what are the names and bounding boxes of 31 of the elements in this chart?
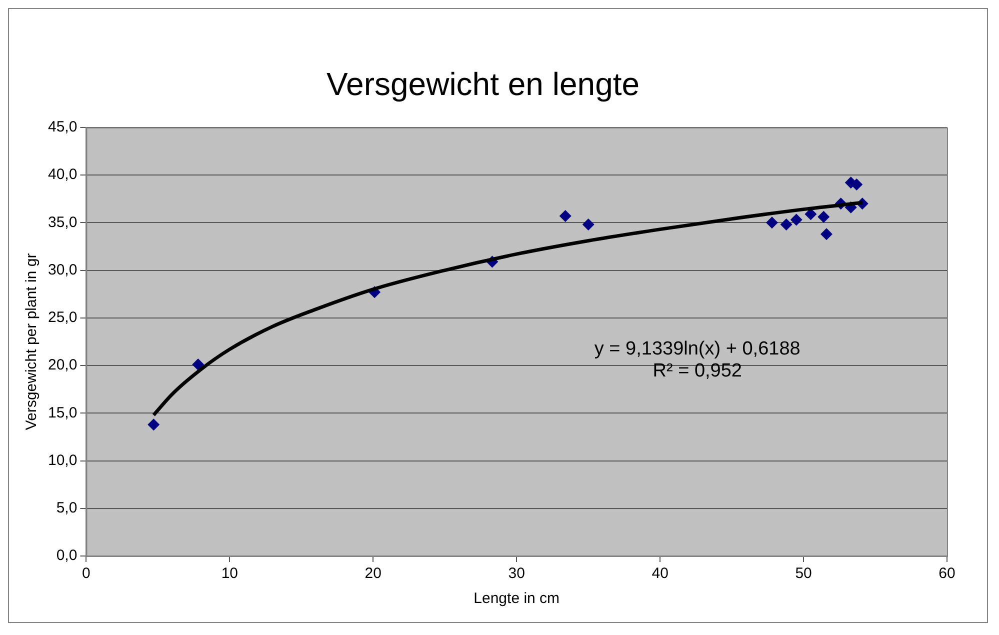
x-tick-label: 20 (364, 565, 382, 582)
x-tick-label: 30 (508, 565, 525, 582)
y-tick-label: 45,0 (48, 118, 78, 136)
x-tick-label: 0 (82, 565, 90, 582)
x-tick-label: 50 (795, 565, 812, 582)
point (818, 210, 830, 223)
point (820, 228, 832, 240)
point (766, 216, 778, 229)
y-tick-label: 20,0 (48, 356, 78, 374)
x-axis-title: Lengte in cm (474, 590, 560, 608)
point (192, 358, 204, 371)
y-tick-label: 40,0 (48, 166, 78, 184)
annotation: R² = 0,952 (652, 360, 742, 382)
point (790, 214, 802, 226)
y-tick-label: 15,0 (48, 404, 78, 422)
x-tick-label: 60 (938, 565, 956, 582)
x-tick-label: 10 (221, 565, 238, 582)
y-tick-label: 10,0 (48, 452, 78, 469)
y-axis-title: Versgewicht per plant in gr (23, 253, 40, 430)
point (148, 418, 160, 431)
point (559, 210, 572, 222)
chart-title: Versgewicht en lengte (326, 66, 640, 102)
y-tick-label: 25,0 (48, 309, 78, 326)
point (780, 218, 792, 231)
y-tick-label: 35,0 (48, 214, 78, 231)
point (582, 218, 594, 231)
annotation: y = 9,1339ln(x) + 0,6188 (594, 338, 800, 360)
y-tick-label: 30,0 (48, 261, 78, 278)
y-tick-label: 0,0 (56, 547, 78, 564)
y-tick-label: 5,0 (56, 500, 78, 517)
x-tick-label: 40 (652, 565, 668, 582)
